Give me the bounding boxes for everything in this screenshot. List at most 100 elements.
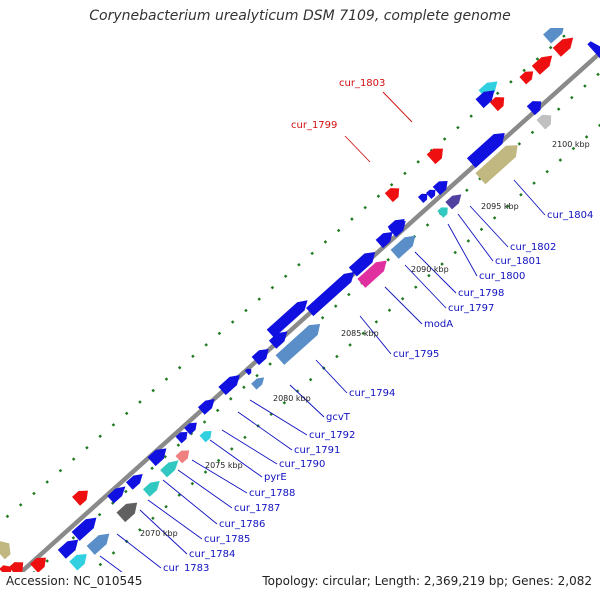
label-leader-line	[177, 469, 233, 509]
gene-feature[interactable]	[489, 93, 508, 112]
gene-label-gcvT[interactable]: gcvT	[326, 412, 351, 423]
gene-feature[interactable]	[305, 268, 358, 317]
gene-feature[interactable]	[175, 447, 192, 464]
gene-feature[interactable]	[142, 477, 163, 497]
label-leader-line	[209, 439, 263, 478]
label-leader-line	[147, 499, 203, 540]
gene-feature[interactable]	[543, 19, 569, 44]
gene-label-cur_1795[interactable]: cur_1795	[393, 349, 439, 360]
gene-feature[interactable]	[0, 537, 15, 560]
gene-feature[interactable]	[348, 248, 379, 277]
gene-feature[interactable]	[466, 128, 509, 168]
gene-feature[interactable]	[390, 231, 420, 259]
gene-label-cur_1798[interactable]: cur_1798	[458, 288, 504, 299]
label-leader-line	[469, 205, 509, 248]
gene-feature[interactable]	[268, 327, 291, 349]
label-leader-line	[139, 509, 188, 555]
gene-feature[interactable]	[384, 184, 403, 203]
gene-label-cur_1792[interactable]: cur_1792	[309, 430, 355, 441]
gene-feature[interactable]	[72, 486, 92, 506]
gene-feature[interactable]	[197, 395, 218, 415]
label-leader-line	[315, 359, 348, 394]
label-leader-line	[237, 411, 293, 451]
position-tick-label: 2095 kbp	[481, 202, 519, 211]
position-tick-label: 2090 kbp	[411, 265, 449, 274]
gene-feature[interactable]	[175, 429, 191, 444]
gene-feature[interactable]	[71, 513, 101, 541]
gene-feature[interactable]	[57, 535, 82, 559]
gene-label-cur_1791[interactable]: cur_1791	[294, 445, 340, 456]
gene-feature[interactable]	[147, 444, 171, 467]
position-tick-label: 2075 kbp	[205, 461, 243, 470]
gene-label-cur_1784[interactable]: cur_1784	[189, 549, 235, 560]
label-leader-line	[191, 459, 248, 494]
label-leader-line	[513, 179, 546, 216]
gene-feature[interactable]	[266, 296, 312, 338]
gene-feature[interactable]	[184, 419, 200, 435]
gene-feature[interactable]	[387, 215, 409, 236]
gene-label-cur_1799[interactable]: cur_1799	[291, 120, 337, 131]
gene-label-cur_1786[interactable]: cur_1786	[219, 519, 265, 530]
gene-feature[interactable]	[417, 191, 430, 203]
gene-feature[interactable]	[251, 345, 273, 366]
gene-features	[0, 19, 600, 578]
gene-label-cur_1800[interactable]: cur_1800	[479, 271, 525, 282]
genome-backbone	[17, 49, 600, 572]
gene-feature[interactable]	[426, 144, 448, 165]
gene-label-cur_1794[interactable]: cur_1794	[349, 388, 395, 399]
gene-feature[interactable]	[536, 110, 555, 130]
gene-label-pyrE[interactable]: pyrE	[264, 472, 287, 483]
gene-label-modA[interactable]: modA	[424, 319, 453, 330]
gene-feature[interactable]	[8, 558, 27, 576]
label-leaders	[99, 91, 546, 572]
gene-feature[interactable]	[107, 483, 129, 504]
gene-feature[interactable]	[0, 562, 15, 578]
gene-feature[interactable]	[30, 553, 50, 573]
gene-feature[interactable]	[199, 428, 215, 443]
gene-feature[interactable]	[86, 529, 114, 555]
position-tick-label: 2070 kbp	[140, 529, 178, 538]
gene-label-cur_1785[interactable]: cur_1785	[204, 534, 250, 545]
gene-label-cur_1787[interactable]: cur_1787	[234, 503, 280, 514]
gene-feature[interactable]	[531, 51, 556, 75]
gene-feature[interactable]	[526, 97, 545, 116]
gene-feature[interactable]	[437, 204, 450, 218]
gene-feature[interactable]	[69, 550, 90, 571]
gene-feature[interactable]	[125, 470, 146, 490]
gene-feature[interactable]	[425, 187, 438, 199]
label-leader-line	[221, 429, 278, 465]
gene-label-cur_1801[interactable]: cur_1801	[495, 256, 541, 267]
label-leader-line	[344, 135, 371, 163]
gene-label-cur_1797[interactable]: cur_1797	[448, 303, 494, 314]
gene-label-cur_1783[interactable]: cur_1783	[163, 563, 209, 574]
gene-feature[interactable]	[357, 256, 390, 288]
gene-feature[interactable]	[116, 498, 141, 523]
tick-labels: 2070 kbp 2075 kbp 2080 kbp 2085 kbp 2090 kbp…	[140, 140, 590, 538]
label-leader-line	[162, 479, 218, 525]
gene-feature[interactable]	[218, 371, 243, 396]
gene-feature[interactable]	[475, 86, 499, 109]
gene-label-cur_1802[interactable]: cur_1802	[510, 242, 556, 253]
label-leader-line	[404, 264, 447, 309]
gene-feature[interactable]	[375, 228, 397, 249]
gene-feature[interactable]	[552, 33, 577, 57]
gene-label-cur_1790[interactable]: cur_1790	[279, 459, 325, 470]
guide-lines	[0, 28, 600, 572]
gene-label-cur_1803[interactable]: cur_1803	[339, 78, 385, 89]
gene-feature[interactable]	[445, 191, 464, 210]
gene-feature[interactable]	[275, 319, 325, 365]
label-leader-line	[384, 286, 423, 325]
gene-feature[interactable]	[519, 68, 536, 85]
label-leader-line	[249, 399, 308, 436]
gene-feature[interactable]	[475, 140, 522, 185]
gene-feature[interactable]	[432, 177, 452, 196]
gene-label-cur_1781[interactable]: cur_1781	[152, 587, 198, 598]
gene-labels: cur_1781 cur_1783 cur_1784 cur_1785 cur_1786…	[152, 78, 593, 598]
gene-label-cur_1804[interactable]: cur_1804	[547, 210, 593, 221]
gene-feature[interactable]	[244, 367, 253, 376]
gene-feature[interactable]	[251, 374, 267, 390]
gene-label-cur_1788[interactable]: cur_1788	[249, 488, 295, 499]
gene-feature[interactable]	[160, 457, 182, 478]
label-leader-line	[447, 223, 478, 277]
